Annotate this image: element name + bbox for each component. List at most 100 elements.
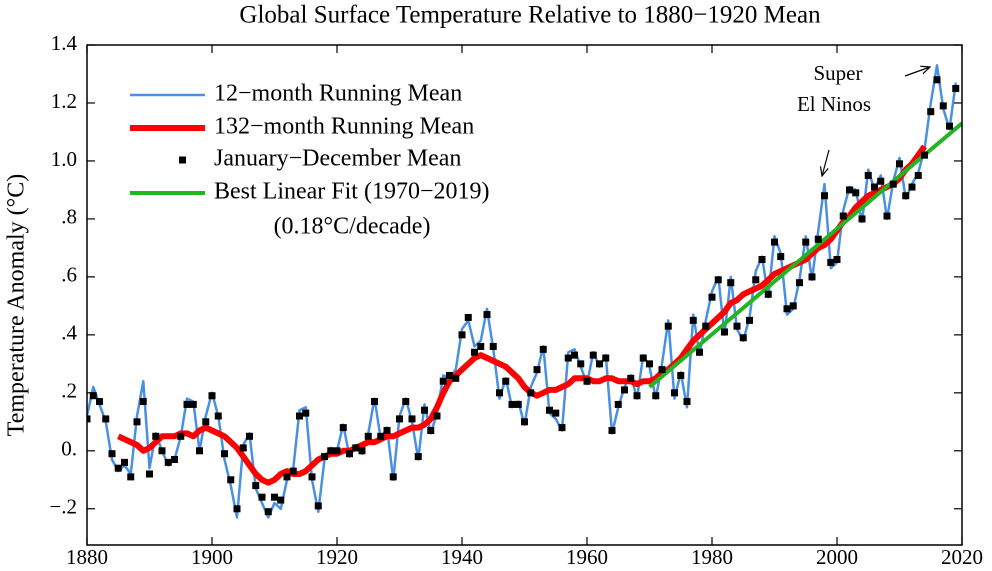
data-point: [627, 374, 635, 382]
data-point: [571, 351, 578, 359]
data-point: [183, 400, 191, 408]
data-point: [714, 276, 722, 284]
data-point: [283, 473, 291, 481]
data-point: [208, 392, 216, 400]
data-point: [821, 192, 828, 200]
data-point: [664, 322, 672, 330]
y-tick-label: .8: [61, 205, 77, 229]
data-point: [896, 160, 903, 168]
x-tick-label: 1920: [316, 545, 358, 569]
data-point: [177, 432, 185, 440]
data-point: [783, 305, 791, 313]
data-point: [883, 212, 891, 220]
data-point: [189, 400, 197, 408]
data-point: [564, 354, 572, 362]
data-point: [164, 458, 172, 466]
data-point: [289, 467, 297, 475]
data-point: [477, 342, 485, 350]
data-point: [271, 493, 278, 501]
data-point: [546, 406, 553, 414]
data-point: [752, 276, 760, 284]
data-point: [646, 360, 653, 368]
y-tick-label: 1.4: [51, 31, 78, 55]
data-point: [346, 450, 353, 458]
data-point: [677, 371, 685, 379]
legend-label: 12−month Running Mean: [214, 81, 462, 107]
data-point: [389, 473, 397, 481]
data-point: [602, 354, 610, 362]
data-point: [314, 502, 322, 510]
data-point: [502, 377, 510, 385]
y-tick-label: 0.: [61, 437, 77, 461]
data-point: [952, 84, 960, 92]
data-point: [802, 238, 810, 246]
plot-frame: [86, 44, 963, 546]
x-tick-label: 2020: [941, 545, 983, 569]
legend-label: 132−month Running Mean: [214, 114, 474, 140]
data-point: [758, 255, 766, 263]
data-point: [452, 374, 460, 382]
x-tick-label: 1960: [566, 545, 608, 569]
data-point: [496, 389, 503, 397]
data-point: [108, 450, 116, 458]
data-point: [333, 447, 341, 455]
data-point: [577, 360, 585, 368]
data-point: [158, 447, 166, 455]
legend-marker: [179, 156, 186, 164]
x-tick-label: 1940: [441, 545, 483, 569]
data-point: [633, 392, 641, 400]
series-line: [87, 64, 958, 519]
annotation: El Ninos: [797, 92, 871, 116]
data-point: [439, 377, 447, 385]
data-point: [552, 409, 560, 417]
y-tick-label: 1.2: [51, 89, 77, 113]
data-point: [302, 409, 310, 417]
y-tick-label: .4: [61, 321, 77, 345]
data-point: [746, 316, 753, 324]
data-point: [858, 215, 866, 223]
data-point: [839, 212, 847, 220]
data-point: [514, 400, 522, 408]
data-point: [327, 447, 335, 455]
data-point: [87, 415, 91, 423]
data-point: [464, 313, 472, 321]
chart-title: Global Surface Temperature Relative to 1…: [239, 2, 821, 29]
y-tick-label: 1.0: [51, 147, 77, 171]
data-point: [877, 177, 885, 185]
data-point: [239, 444, 247, 452]
data-point: [508, 400, 516, 408]
data-point: [139, 398, 147, 406]
data-point: [458, 331, 466, 339]
data-point: [171, 455, 178, 463]
data-point: [89, 392, 97, 400]
data-point: [214, 412, 222, 420]
data-point: [589, 351, 597, 359]
x-tick-label: 1900: [191, 545, 233, 569]
x-tick-label: 1880: [66, 545, 108, 569]
data-point: [202, 418, 210, 426]
data-point: [702, 322, 710, 330]
data-point: [339, 424, 347, 432]
data-point: [414, 453, 422, 461]
data-point: [927, 108, 935, 116]
data-point: [383, 427, 391, 435]
data-point: [489, 342, 497, 350]
data-point: [446, 371, 453, 379]
data-point: [721, 328, 728, 336]
data-point: [846, 186, 853, 194]
plot-area: [87, 64, 962, 519]
data-point: [739, 334, 747, 342]
data-point: [264, 508, 272, 516]
data-point: [527, 389, 535, 397]
series-line: [648, 121, 962, 389]
data-point: [402, 398, 410, 406]
data-point: [321, 453, 328, 461]
data-point: [246, 432, 253, 440]
arrow: [822, 149, 830, 176]
data-point: [921, 151, 928, 159]
data-point: [539, 345, 547, 353]
annotation: Super: [814, 61, 863, 85]
data-point: [471, 348, 478, 356]
